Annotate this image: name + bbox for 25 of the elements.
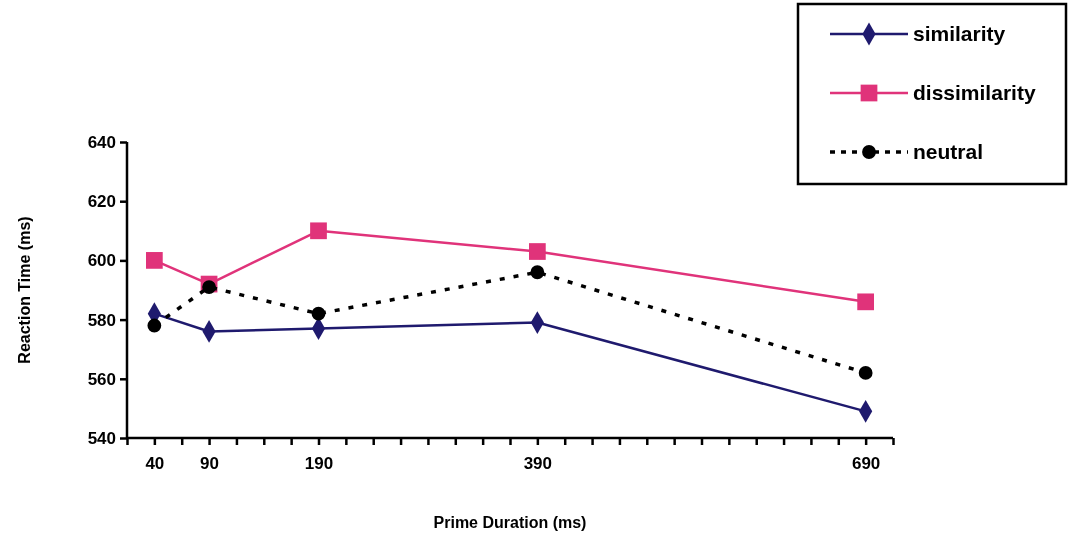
point (310, 222, 327, 240)
x-tick-label: 90 (200, 454, 220, 474)
point (311, 306, 326, 321)
legend-label: neutral (913, 140, 984, 163)
point (530, 265, 545, 280)
y-tick-label: 600 (87, 251, 116, 271)
point (147, 318, 162, 333)
point (145, 252, 163, 269)
y-tick-label: 640 (87, 132, 116, 152)
x-tick-label: 690 (851, 454, 881, 474)
point (528, 243, 546, 260)
legend-label: similarity (913, 22, 1006, 45)
x-axis-title: Prime Duration (ms) (433, 514, 587, 531)
x-tick-label: 390 (523, 454, 553, 474)
point (202, 280, 216, 294)
y-tick-label: 560 (87, 369, 116, 389)
y-tick-label: 620 (87, 192, 116, 212)
x-tick-label: 40 (145, 454, 165, 474)
y-tick-label: 580 (87, 310, 116, 330)
point (858, 365, 873, 380)
legend-label: dissimilarity (913, 81, 1036, 104)
y-axis-title: Reaction Time (ms) (16, 216, 33, 364)
y-tick-label: 540 (87, 428, 116, 448)
x-tick-label: 190 (304, 454, 334, 474)
point (857, 293, 875, 311)
